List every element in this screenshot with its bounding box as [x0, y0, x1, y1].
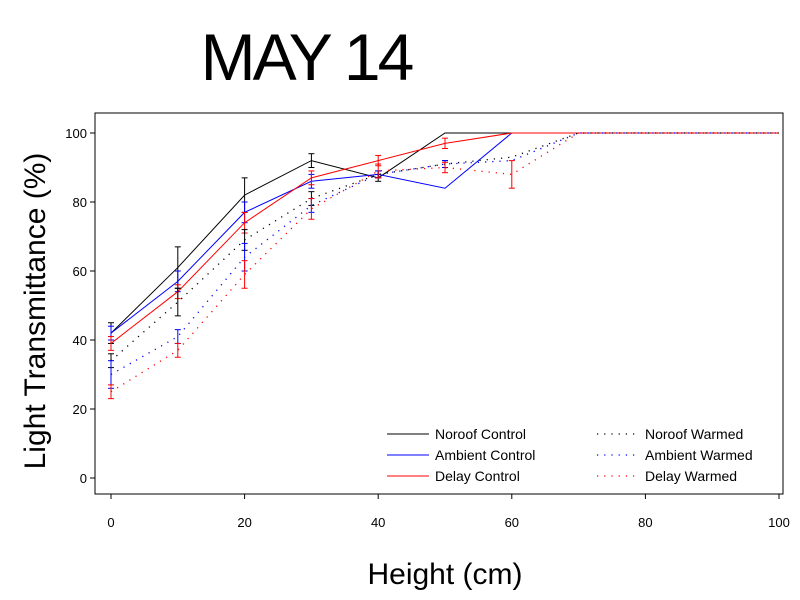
error-bar — [375, 163, 382, 179]
series-delay-control — [108, 132, 779, 351]
plot-area-frame — [94, 112, 784, 495]
x-axis-label: Height (cm) — [367, 558, 522, 591]
x-tick-label: 20 — [237, 515, 251, 530]
legend-item-ambient-warmed: Ambient Warmed — [597, 447, 753, 463]
x-tick-label: 40 — [371, 515, 385, 530]
error-bar — [442, 137, 448, 150]
error-bar — [108, 384, 114, 400]
legend-item-noroof-warmed: Noroof Warmed — [597, 426, 743, 442]
y-tick-label: 40 — [73, 333, 87, 348]
legend-label: Ambient Warmed — [645, 447, 753, 463]
legend-item-delay-control: Delay Control — [387, 468, 520, 484]
x-axis: 0 20 40 60 80 100 — [107, 494, 790, 530]
series-layer — [108, 132, 779, 400]
legend-label: Delay Warmed — [645, 468, 737, 484]
error-bar — [174, 287, 181, 317]
legend: Noroof Control Ambient Control Delay Contr… — [387, 426, 753, 484]
y-tick-label: 0 — [80, 471, 87, 486]
y-tick-label: 80 — [73, 195, 87, 210]
chart-title: MAY 14 — [201, 20, 413, 94]
y-tick-label: 60 — [73, 264, 87, 279]
legend-item-noroof-control: Noroof Control — [387, 426, 526, 442]
x-tick-label: 60 — [505, 515, 519, 530]
x-tick-label: 100 — [768, 515, 790, 530]
legend-item-ambient-control: Ambient Control — [387, 447, 535, 463]
x-tick-label: 80 — [638, 515, 652, 530]
error-bar — [241, 260, 248, 289]
error-bar — [108, 336, 114, 351]
error-bar — [508, 160, 515, 189]
series-line — [110, 132, 779, 362]
series-noroof-warmed — [108, 132, 779, 369]
series-line — [110, 132, 779, 334]
error-bar — [174, 342, 181, 358]
y-tick-label: 20 — [73, 402, 87, 417]
legend-item-delay-warmed: Delay Warmed — [597, 468, 737, 484]
series-ambient-warmed — [108, 132, 779, 389]
error-bar — [442, 161, 448, 174]
legend-label: Noroof Control — [435, 426, 526, 442]
series-line — [110, 132, 779, 344]
x-tick-label: 0 — [107, 515, 114, 530]
series-delay-warmed — [108, 132, 779, 400]
error-bar — [108, 360, 114, 389]
error-bar — [308, 198, 315, 220]
y-axis-label: Light Transmittance (%) — [19, 153, 52, 470]
legend-label: Ambient Control — [435, 447, 535, 463]
error-bar — [308, 170, 315, 186]
series-noroof-control — [108, 132, 779, 344]
y-axis: 0 20 40 60 80 100 — [65, 126, 95, 486]
y-tick-label: 100 — [65, 126, 87, 141]
error-bar — [174, 329, 181, 344]
error-bar — [308, 153, 315, 168]
legend-label: Noroof Warmed — [645, 426, 743, 442]
legend-label: Delay Control — [435, 468, 520, 484]
series-ambient-control — [108, 132, 779, 341]
